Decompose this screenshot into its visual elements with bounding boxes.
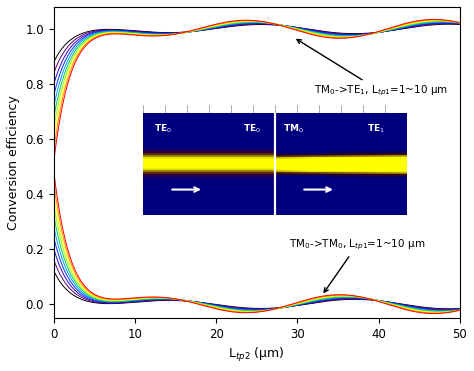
Text: TM$_0$->TM$_0$, L$_{tp1}$=1~10 μm: TM$_0$->TM$_0$, L$_{tp1}$=1~10 μm [289, 237, 426, 292]
Text: TM$_0$->TE$_1$, L$_{tp1}$=1~10 μm: TM$_0$->TE$_1$, L$_{tp1}$=1~10 μm [297, 39, 447, 98]
Y-axis label: Conversion efficiency: Conversion efficiency [7, 95, 20, 230]
X-axis label: L$_{tp2}$ (μm): L$_{tp2}$ (μm) [228, 346, 285, 364]
